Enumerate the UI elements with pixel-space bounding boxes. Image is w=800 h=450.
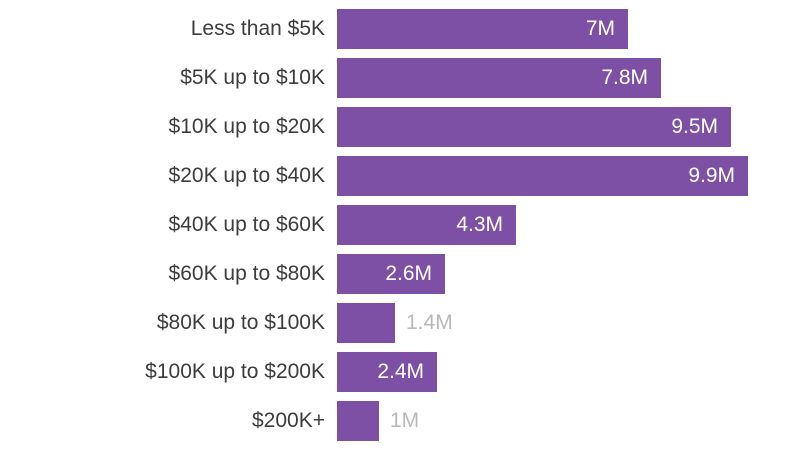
bar-row: $5K up to $10K 7.8M [0,58,800,107]
bar-cell: 1.4M [337,303,800,343]
bar [337,352,437,392]
bar-cell: 7.8M [337,58,800,98]
bar [337,205,516,245]
category-cell: $10K up to $20K [0,107,337,147]
bar-cell: 4.3M [337,205,800,245]
category-label: $40K up to $60K [168,213,325,236]
bar-cell: 2.6M [337,254,800,294]
category-cell: $200K+ [0,401,337,441]
bar [337,303,395,343]
bar-row: $60K up to $80K 2.6M [0,254,800,303]
category-cell: $80K up to $100K [0,303,337,343]
category-label: $80K up to $100K [156,311,325,334]
value-label: 7.8M [601,66,648,89]
category-label: $60K up to $80K [168,262,325,285]
bar-row: $20K up to $40K 9.9M [0,156,800,205]
category-cell: $5K up to $10K [0,58,337,98]
bar [337,107,731,147]
bar [337,156,748,196]
value-label: 9.5M [671,115,718,138]
bar [337,9,628,49]
bar-row: Less than $5K 7M [0,9,800,58]
category-label: $10K up to $20K [168,115,325,138]
bar [337,254,445,294]
category-cell: Less than $5K [0,9,337,49]
category-cell: $100K up to $200K [0,352,337,392]
value-label: 2.6M [385,262,432,285]
category-cell: $20K up to $40K [0,156,337,196]
value-label: 4.3M [456,213,503,236]
bar-row: $40K up to $60K 4.3M [0,205,800,254]
value-label: 9.9M [688,164,735,187]
value-label: 1M [390,409,420,432]
bar-cell: 1M [337,401,800,441]
category-label: $100K up to $200K [145,360,325,383]
bar [337,401,379,441]
category-cell: $40K up to $60K [0,205,337,245]
value-label: 1.4M [406,311,453,334]
bar-cell: 9.5M [337,107,800,147]
category-label: Less than $5K [190,17,325,40]
bar-row: $10K up to $20K 9.5M [0,107,800,156]
bar-row: $100K up to $200K 2.4M [0,352,800,401]
category-label: $20K up to $40K [168,164,325,187]
bar-cell: 7M [337,9,800,49]
bar-cell: 9.9M [337,156,800,196]
bar [337,58,661,98]
category-label: $5K up to $10K [180,66,325,89]
value-label: 2.4M [377,360,424,383]
value-label: 7M [585,17,615,40]
bar-cell: 2.4M [337,352,800,392]
category-label: $200K+ [252,409,325,432]
bar-row: $200K+ 1M [0,401,800,450]
category-cell: $60K up to $80K [0,254,337,294]
bar-row: $80K up to $100K 1.4M [0,303,800,352]
